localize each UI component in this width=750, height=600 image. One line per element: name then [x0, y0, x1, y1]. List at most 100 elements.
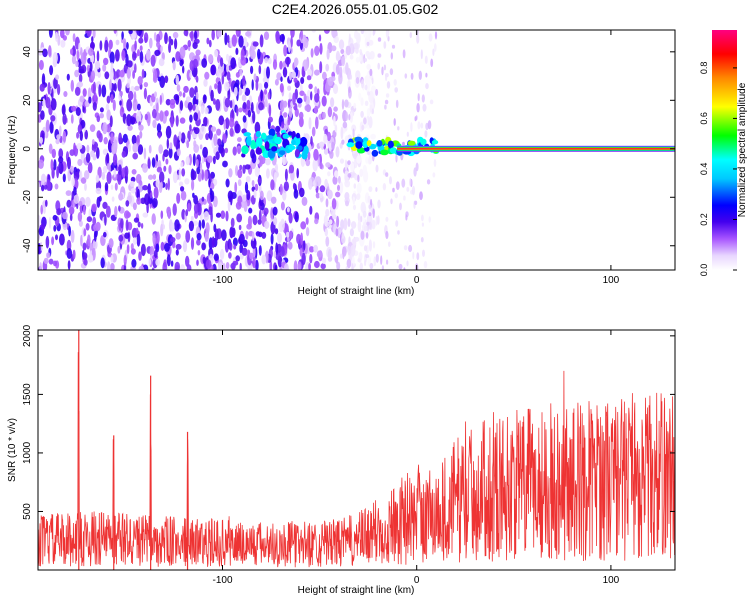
heatmap-cell — [106, 95, 111, 104]
heatmap-cell — [173, 134, 178, 147]
heatmap-cell — [80, 177, 87, 184]
heatmap-cell — [170, 222, 175, 232]
heatmap-cell — [119, 100, 122, 106]
heatmap-cell — [130, 188, 136, 194]
heatmap-cell — [432, 172, 436, 178]
heatmap-cell — [281, 156, 288, 166]
heatmap-cell — [281, 123, 285, 129]
heatmap-cell — [293, 189, 299, 199]
heatmap-cell — [219, 249, 225, 260]
heatmap-cell — [141, 68, 145, 79]
heatmap-cell — [66, 199, 72, 208]
heatmap-cell — [175, 249, 179, 256]
heatmap-cell — [266, 168, 270, 179]
heatmap-cell — [397, 230, 400, 235]
heatmap-cell — [179, 117, 186, 124]
heatmap-cell — [312, 158, 318, 172]
heatmap-cell — [38, 59, 44, 71]
heatmap-cell — [237, 137, 242, 143]
heatmap-cell — [397, 148, 675, 150]
heatmap-cell — [341, 56, 346, 67]
heatmap-cell — [230, 57, 237, 70]
heatmap-cell — [143, 87, 147, 100]
heatmap-cell — [380, 149, 389, 156]
heatmap-cell — [121, 150, 127, 158]
heatmap-cell — [42, 98, 46, 109]
heatmap-cell — [181, 168, 186, 177]
heatmap-cell — [271, 146, 278, 152]
y-tick-label: -20 — [22, 190, 33, 205]
heatmap-cell — [420, 138, 427, 145]
heatmap-cell — [324, 228, 328, 237]
heatmap-cell — [220, 210, 226, 219]
heatmap-cell — [331, 45, 337, 52]
heatmap-cell — [427, 120, 432, 130]
heatmap-cell — [176, 84, 181, 92]
heatmap-cell — [347, 245, 352, 256]
heatmap-cell — [357, 212, 361, 222]
heatmap-cell — [245, 31, 252, 37]
heatmap-cell — [222, 160, 228, 168]
heatmap-cell — [395, 153, 398, 163]
heatmap-cell — [138, 265, 145, 270]
heatmap-cell — [208, 178, 211, 188]
heatmap-cell — [255, 137, 263, 147]
heatmap-cell — [321, 95, 327, 107]
heatmap-cell — [360, 110, 364, 118]
heatmap-cell — [238, 224, 242, 231]
heatmap-cell — [295, 132, 301, 139]
heatmap-cell — [257, 177, 262, 184]
heatmap-cell — [185, 255, 190, 267]
heatmap-cell — [99, 107, 104, 113]
heatmap-cell — [95, 174, 100, 183]
heatmap-cell — [280, 76, 283, 82]
heatmap-cell — [301, 151, 308, 160]
heatmap-cell — [261, 231, 267, 239]
heatmap-cell — [338, 175, 341, 184]
heatmap-cell — [205, 222, 210, 235]
heatmap-cell — [204, 71, 210, 80]
heatmap-cell — [344, 99, 349, 108]
heatmap-cell — [237, 179, 242, 187]
heatmap-cell — [251, 79, 254, 91]
heatmap-cell — [204, 169, 209, 182]
heatmap-cell — [244, 164, 251, 170]
heatmap-cell — [147, 158, 151, 169]
heatmap-cell — [140, 243, 146, 257]
heatmap-cell — [261, 132, 267, 140]
heatmap-cell — [263, 88, 268, 95]
heatmap-cell — [253, 189, 257, 199]
heatmap-cell — [385, 230, 389, 240]
heatmap-cell — [264, 57, 269, 64]
heatmap-cell — [110, 184, 114, 190]
heatmap-cell — [328, 142, 332, 152]
heatmap-cell — [251, 180, 255, 187]
heatmap-cell — [115, 49, 120, 62]
heatmap-cell — [118, 205, 121, 212]
heatmap-cell — [165, 182, 168, 190]
heatmap-cell — [87, 234, 91, 247]
heatmap-cell — [406, 186, 410, 192]
heatmap-cell — [149, 37, 153, 49]
heatmap-cell — [191, 170, 197, 181]
heatmap-cell — [101, 172, 106, 180]
heatmap-cell — [91, 203, 97, 213]
heatmap-cell — [128, 30, 133, 35]
heatmap-cell — [146, 49, 151, 61]
heatmap-cell — [156, 41, 161, 48]
heatmap-cell — [218, 115, 225, 126]
heatmap-cell — [204, 232, 209, 243]
heatmap-cell — [45, 199, 48, 207]
heatmap-cell — [398, 263, 403, 270]
heatmap-cell — [288, 92, 292, 100]
heatmap-cell — [430, 58, 434, 68]
heatmap-cell — [272, 59, 278, 70]
heatmap-cell — [139, 130, 143, 139]
heatmap-cell — [371, 77, 374, 85]
heatmap-cell — [123, 254, 127, 266]
heatmap-cell — [274, 264, 278, 270]
heatmap-cell — [273, 250, 277, 258]
heatmap-cell — [175, 232, 181, 240]
heatmap-cell — [399, 202, 402, 211]
colorbar-tick-label: 0.8 — [699, 62, 709, 75]
